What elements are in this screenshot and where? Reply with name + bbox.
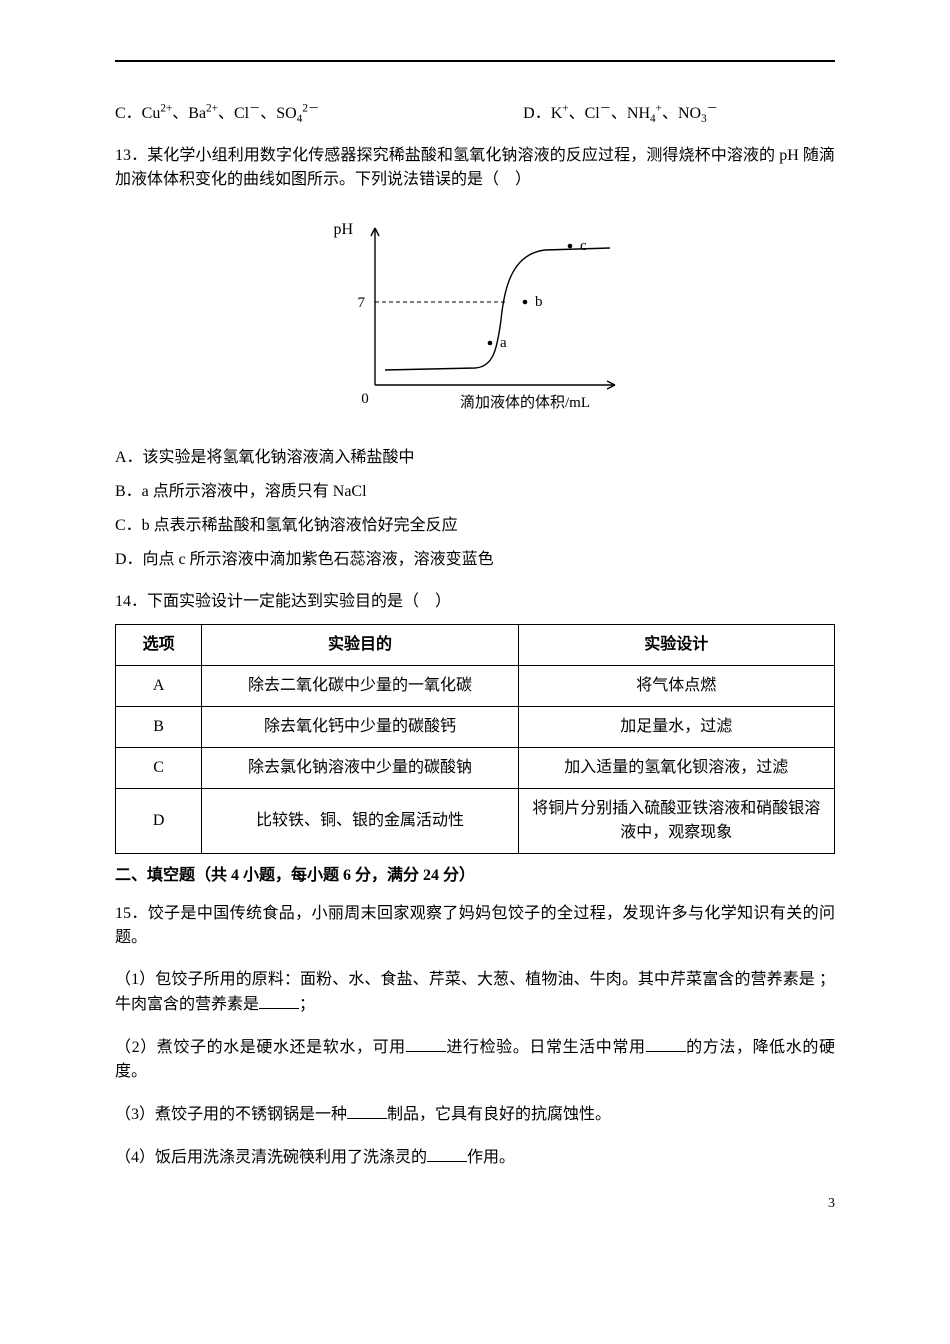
- q14-cell-0-1: 除去二氧化碳中少量的一氧化碳: [202, 666, 518, 707]
- section-2-header: 二、填空题（共 4 小题，每小题 6 分，满分 24 分）: [115, 864, 835, 888]
- q14-cell-0-0: A: [116, 666, 202, 707]
- q14-cell-2-2: 加入适量的氢氧化钡溶液，过滤: [518, 748, 834, 789]
- q14-th-2: 实验设计: [518, 625, 834, 666]
- q15-sub-4: （4）饭后用洗涤灵清洗碗筷利用了洗涤灵的 作用。: [115, 1145, 835, 1170]
- q13-chart-wrap: pH 0 7 a b c 滴加液体的体积/mL: [115, 210, 835, 428]
- q15-1-blank-2: [259, 992, 299, 1009]
- q12-options-cd: C．Cu2+、Ba2+、Cl－、SO42－ D．K+、Cl－、NH4+、NO3－: [115, 102, 835, 126]
- q13-option-b: B．a 点所示溶液中，溶质只有 NaCl: [115, 480, 835, 504]
- q14-cell-3-0: D: [116, 789, 202, 854]
- svg-text:滴加液体的体积/mL: 滴加液体的体积/mL: [460, 393, 590, 411]
- top-rule: [115, 60, 835, 62]
- table-row: B除去氧化钙中少量的碳酸钙加足量水，过滤: [116, 707, 835, 748]
- q15-1-text-a: （1）包饺子所用的原料：面粉、水、食盐、芹菜、大葱、植物油、牛肉。其中芹菜富含的…: [115, 971, 815, 988]
- svg-text:7: 7: [358, 295, 366, 311]
- svg-text:a: a: [500, 335, 507, 351]
- q13-stem: 13．某化学小组利用数字化传感器探究稀盐酸和氢氧化钠溶液的反应过程，测得烧杯中溶…: [115, 144, 835, 192]
- q14-cell-3-2: 将铜片分别插入硫酸亚铁溶液和硝酸银溶液中，观察现象: [518, 789, 834, 854]
- q15-sub-2: （2）煮饺子的水是硬水还是软水，可用进行检验。日常生活中常用的方法，降低水的硬度…: [115, 1035, 835, 1084]
- q14-cell-0-2: 将气体点燃: [518, 666, 834, 707]
- q14-cell-2-1: 除去氯化钠溶液中少量的碳酸钠: [202, 748, 518, 789]
- table-row: D比较铁、铜、银的金属活动性将铜片分别插入硫酸亚铁溶液和硝酸银溶液中，观察现象: [116, 789, 835, 854]
- q15-2-blank-1: [406, 1035, 446, 1052]
- q14-cell-2-0: C: [116, 748, 202, 789]
- q15-sub-3: （3）煮饺子用的不锈钢锅是一种 制品，它具有良好的抗腐蚀性。: [115, 1102, 835, 1127]
- q15-2-text-a: （2）煮饺子的水是硬水还是软水，可用: [115, 1039, 406, 1056]
- q15-2-text-b: 进行检验。日常生活中常用: [446, 1039, 646, 1056]
- table-row: C除去氯化钠溶液中少量的碳酸钠加入适量的氢氧化钡溶液，过滤: [116, 748, 835, 789]
- q15-4-text-b: 作用。: [467, 1149, 515, 1166]
- q15-2-blank-2: [646, 1035, 686, 1052]
- q13-chart: pH 0 7 a b c 滴加液体的体积/mL: [315, 210, 635, 420]
- q13-option-c: C．b 点表示稀盐酸和氢氧化钠溶液恰好完全反应: [115, 514, 835, 538]
- svg-text:pH: pH: [333, 221, 353, 238]
- q14-cell-3-1: 比较铁、铜、银的金属活动性: [202, 789, 518, 854]
- page-number: 3: [828, 1193, 835, 1214]
- table-row: A除去二氧化碳中少量的一氧化碳将气体点燃: [116, 666, 835, 707]
- q14-cell-1-0: B: [116, 707, 202, 748]
- q15-3-text-a: （3）煮饺子用的不锈钢锅是一种: [115, 1106, 347, 1123]
- q14-th-0: 选项: [116, 625, 202, 666]
- q14-cell-1-1: 除去氧化钙中少量的碳酸钙: [202, 707, 518, 748]
- svg-text:b: b: [535, 294, 543, 310]
- q14-th-1: 实验目的: [202, 625, 518, 666]
- q14-table: 选项实验目的实验设计A除去二氧化碳中少量的一氧化碳将气体点燃B除去氧化钙中少量的…: [115, 624, 835, 854]
- svg-text:c: c: [580, 238, 587, 254]
- page-container: C．Cu2+、Ba2+、Cl－、SO42－ D．K+、Cl－、NH4+、NO3－…: [0, 0, 950, 1228]
- q15-stem: 15．饺子是中国传统食品，小丽周末回家观察了妈妈包饺子的全过程，发现许多与化学知…: [115, 902, 835, 950]
- q15-4-blank-1: [427, 1145, 467, 1162]
- q15-sub-1: （1）包饺子所用的原料：面粉、水、食盐、芹菜、大葱、植物油、牛肉。其中芹菜富含的…: [115, 968, 835, 1017]
- q15-1-text-c: ；: [299, 996, 315, 1013]
- q12-option-d: D．K+、Cl－、NH4+、NO3－: [523, 102, 718, 126]
- q14-cell-1-2: 加足量水，过滤: [518, 707, 834, 748]
- q15-3-text-b: 制品，它具有良好的抗腐蚀性。: [387, 1106, 611, 1123]
- svg-text:0: 0: [361, 391, 369, 407]
- q13-option-d: D．向点 c 所示溶液中滴加紫色石蕊溶液，溶液变蓝色: [115, 548, 835, 572]
- q15-4-text-a: （4）饭后用洗涤灵清洗碗筷利用了洗涤灵的: [115, 1149, 427, 1166]
- q15-3-blank-1: [347, 1102, 387, 1119]
- q13-option-a: A．该实验是将氢氧化钠溶液滴入稀盐酸中: [115, 446, 835, 470]
- q14-stem: 14．下面实验设计一定能达到实验目的是（ ）: [115, 590, 835, 614]
- q12-option-c: C．Cu2+、Ba2+、Cl－、SO42－: [115, 102, 319, 126]
